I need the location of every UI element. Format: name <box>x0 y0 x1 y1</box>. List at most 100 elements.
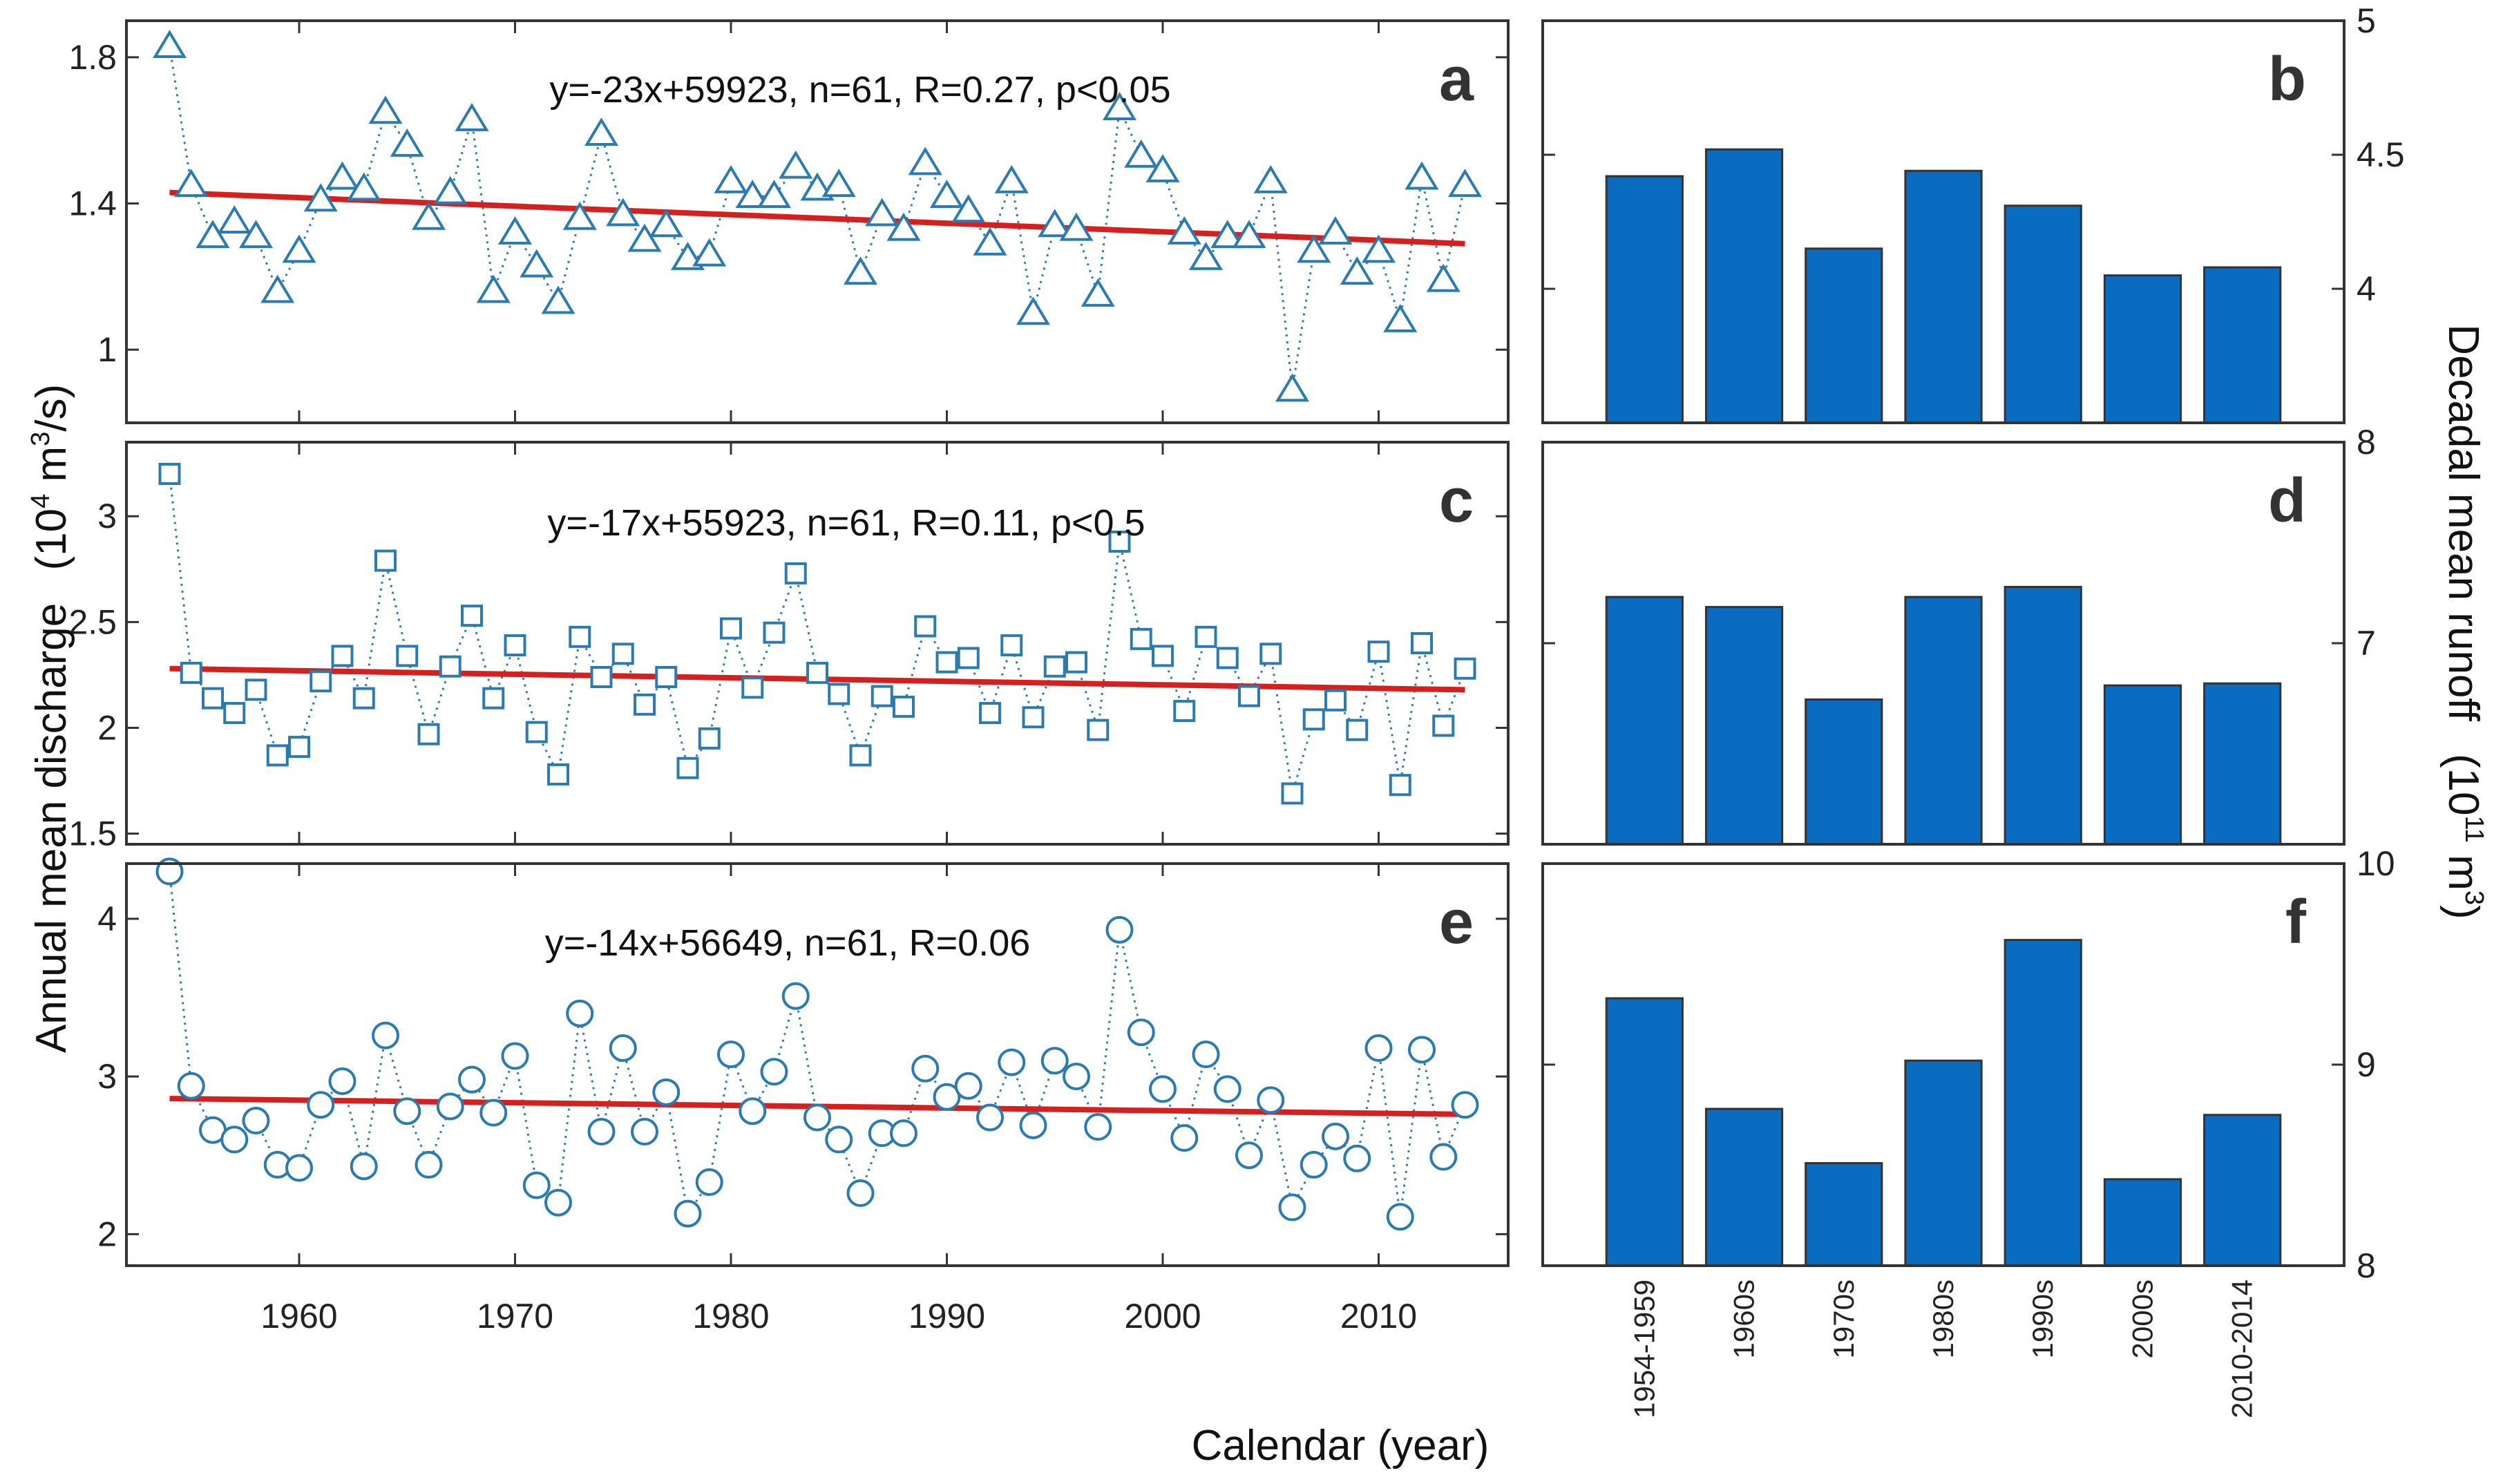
data-point <box>455 102 489 131</box>
data-point <box>1087 719 1110 741</box>
bar <box>1805 247 1883 424</box>
data-point <box>411 201 446 230</box>
panel-letter: a <box>1439 45 1474 114</box>
y-tick-label: 7 <box>2357 624 2376 663</box>
data-point <box>415 1150 443 1179</box>
data-point <box>933 1083 961 1111</box>
panel-b: 4 4.5 5 b <box>1541 1 2405 424</box>
data-point <box>1102 92 1137 120</box>
data-point <box>911 1054 940 1083</box>
data-point <box>1192 1040 1220 1069</box>
data-point <box>929 180 964 208</box>
data-point <box>779 150 813 179</box>
data-point <box>717 1040 745 1069</box>
data-point <box>1152 645 1174 667</box>
bar <box>2203 1114 2282 1267</box>
data-point <box>1216 647 1239 669</box>
data-point <box>350 1152 378 1181</box>
data-point <box>347 172 381 201</box>
data-point <box>501 1042 529 1070</box>
data-point <box>846 1179 875 1208</box>
data-point <box>1257 1086 1285 1114</box>
data-point <box>566 999 594 1027</box>
plot-frame <box>1541 862 2346 1267</box>
data-point <box>998 1048 1026 1076</box>
data-point <box>1065 651 1087 674</box>
svg-text:Annual mean discharge (1: Annual mean discharge (104 m3/s) <box>26 384 75 1053</box>
data-point <box>606 198 640 227</box>
bar <box>2103 274 2182 424</box>
data-point <box>155 857 184 886</box>
y-tick-label: 2 <box>97 709 117 748</box>
data-point <box>372 1021 399 1049</box>
data-point <box>1297 234 1331 263</box>
data-point <box>1253 164 1288 193</box>
data-point <box>461 605 483 627</box>
data-point <box>569 625 591 648</box>
bar <box>1605 175 1684 424</box>
data-point <box>976 1103 1004 1132</box>
data-point <box>1167 216 1201 245</box>
x-tick-label: 1960 <box>260 1297 337 1335</box>
data-point <box>196 220 230 249</box>
data-point <box>735 180 770 208</box>
bar <box>1904 169 1983 424</box>
y-tick-label: 3 <box>97 497 117 535</box>
right-ylabel: Decadal mean runoff (1011 m3) <box>2439 324 2489 919</box>
data-point <box>303 183 338 212</box>
data-point <box>352 687 375 710</box>
data-point <box>396 645 419 667</box>
data-point <box>865 198 900 227</box>
category-label: 1980s <box>1927 1280 1959 1358</box>
data-point <box>1043 655 1066 678</box>
data-point <box>1302 708 1325 731</box>
y-tick-label: 10 <box>2357 844 2395 883</box>
data-point <box>174 169 209 198</box>
data-point <box>763 621 786 644</box>
data-point <box>180 661 202 684</box>
data-point <box>957 647 980 669</box>
plot-frame <box>125 862 1510 1267</box>
data-point <box>914 615 937 638</box>
left-ylabel: Annual mean discharge (104 m3/s) <box>26 384 75 1053</box>
data-point <box>1188 242 1224 270</box>
right-ylabel-text: Decadal mean runoff <box>2439 324 2487 721</box>
data-point <box>1389 774 1411 797</box>
x-tick-label: 1980 <box>692 1297 769 1335</box>
bar <box>1904 596 1983 846</box>
data-point <box>1454 657 1476 680</box>
y-tick-label: 8 <box>2357 423 2376 462</box>
plot-frame <box>1541 441 2346 846</box>
data-point <box>158 462 181 485</box>
y-tick-label: 1.5 <box>68 815 117 853</box>
data-point <box>479 1098 508 1127</box>
data-point <box>994 164 1029 193</box>
data-point <box>325 161 360 190</box>
panel-f: 8 9 10 f 1954-1959 1960s 1970s 1980s 1990s 2000s 2… <box>1541 844 2395 1418</box>
data-point <box>1022 706 1045 729</box>
panel-letter: d <box>2268 466 2306 535</box>
data-point <box>1059 212 1094 241</box>
bar <box>1904 1059 1983 1267</box>
x-axis-label: Calendar (year) <box>1192 1422 1490 1469</box>
data-point <box>562 201 597 230</box>
data-point <box>1170 1124 1199 1152</box>
data-point <box>310 670 332 693</box>
data-point <box>374 549 397 572</box>
data-point <box>1300 1150 1328 1179</box>
y-tick-label: 4.5 <box>2357 135 2405 174</box>
data-point <box>587 1118 616 1145</box>
y-tick-label: 1 <box>97 330 117 369</box>
x-tick-label: 2000 <box>1124 1297 1201 1335</box>
data-point <box>1451 1091 1479 1119</box>
data-point <box>1173 700 1196 723</box>
data-point <box>674 1199 702 1228</box>
data-point <box>1105 915 1134 944</box>
data-point <box>368 95 403 124</box>
data-point <box>1130 627 1152 650</box>
data-point <box>266 744 289 767</box>
data-point <box>223 702 246 725</box>
y-tick-label: 8 <box>2357 1246 2376 1285</box>
data-point <box>973 227 1007 256</box>
data-point <box>1232 220 1266 249</box>
